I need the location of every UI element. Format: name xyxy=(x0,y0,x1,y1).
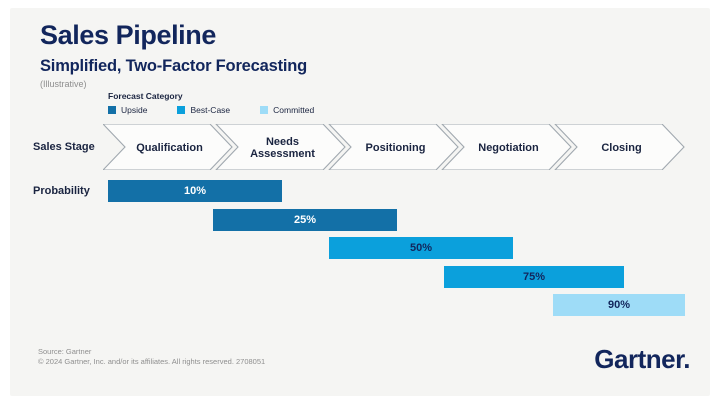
legend-item: Upside xyxy=(108,105,147,115)
page-title: Sales Pipeline xyxy=(40,20,216,50)
stage-chevron xyxy=(441,124,572,170)
chart-card xyxy=(10,8,710,396)
probability-bar: 10% xyxy=(108,180,282,202)
legend-item-label: Committed xyxy=(273,105,315,115)
footer: Source: Gartner © 2024 Gartner, Inc. and… xyxy=(38,347,265,367)
footer-copyright: © 2024 Gartner, Inc. and/or its affiliat… xyxy=(38,357,266,366)
legend-title: Forecast Category xyxy=(108,91,183,101)
stage-label: Needs Assessment xyxy=(250,136,315,160)
stage-chevron xyxy=(215,124,346,170)
gartner-logo: Gartner. xyxy=(594,344,690,374)
legend-item-label: Best-Case xyxy=(190,105,231,115)
legend-swatch-icon xyxy=(260,106,269,114)
probability-row-label: Probability xyxy=(33,185,90,197)
probability-bar: 25% xyxy=(213,209,397,231)
stage-chevron xyxy=(103,124,233,170)
sales-stage-chevrons: Qualification Needs Assessment Positioning N… xyxy=(103,124,685,170)
footer-source: Source: Gartner xyxy=(38,347,92,356)
page-subtitle: Simplified, Two-Factor Forecasting xyxy=(40,57,308,75)
stage-label: Positioning xyxy=(366,142,426,154)
legend: Forecast Category Upside Best-Case Committ… xyxy=(108,91,314,115)
legend-swatch-icon xyxy=(108,106,116,114)
stage-chevron xyxy=(328,124,459,170)
stage-label: Closing xyxy=(601,142,641,154)
probability-bar: 50% xyxy=(329,237,513,259)
probability-bar-value: 90% xyxy=(607,299,631,311)
sales-stage-row-label: Sales Stage xyxy=(33,141,95,153)
probability-bar-value: 25% xyxy=(293,214,317,226)
stage-label: Negotiation xyxy=(478,142,539,154)
probability-bar: 90% xyxy=(553,294,685,316)
legend-items: Upside Best-Case Committed xyxy=(108,105,314,115)
legend-item: Committed xyxy=(260,105,314,115)
probability-bar: 75% xyxy=(444,266,624,288)
probability-bar-value: 50% xyxy=(409,242,433,254)
probability-bar-value: 75% xyxy=(522,271,546,283)
stage-chevron xyxy=(554,124,685,170)
probability-bar-value: 10% xyxy=(183,185,207,197)
legend-item-label: Upside xyxy=(121,105,148,115)
stage-label: Qualification xyxy=(136,142,203,154)
page-note: (Illustrative) xyxy=(40,79,87,89)
legend-item: Best-Case xyxy=(177,105,230,115)
legend-swatch-icon xyxy=(177,106,186,114)
